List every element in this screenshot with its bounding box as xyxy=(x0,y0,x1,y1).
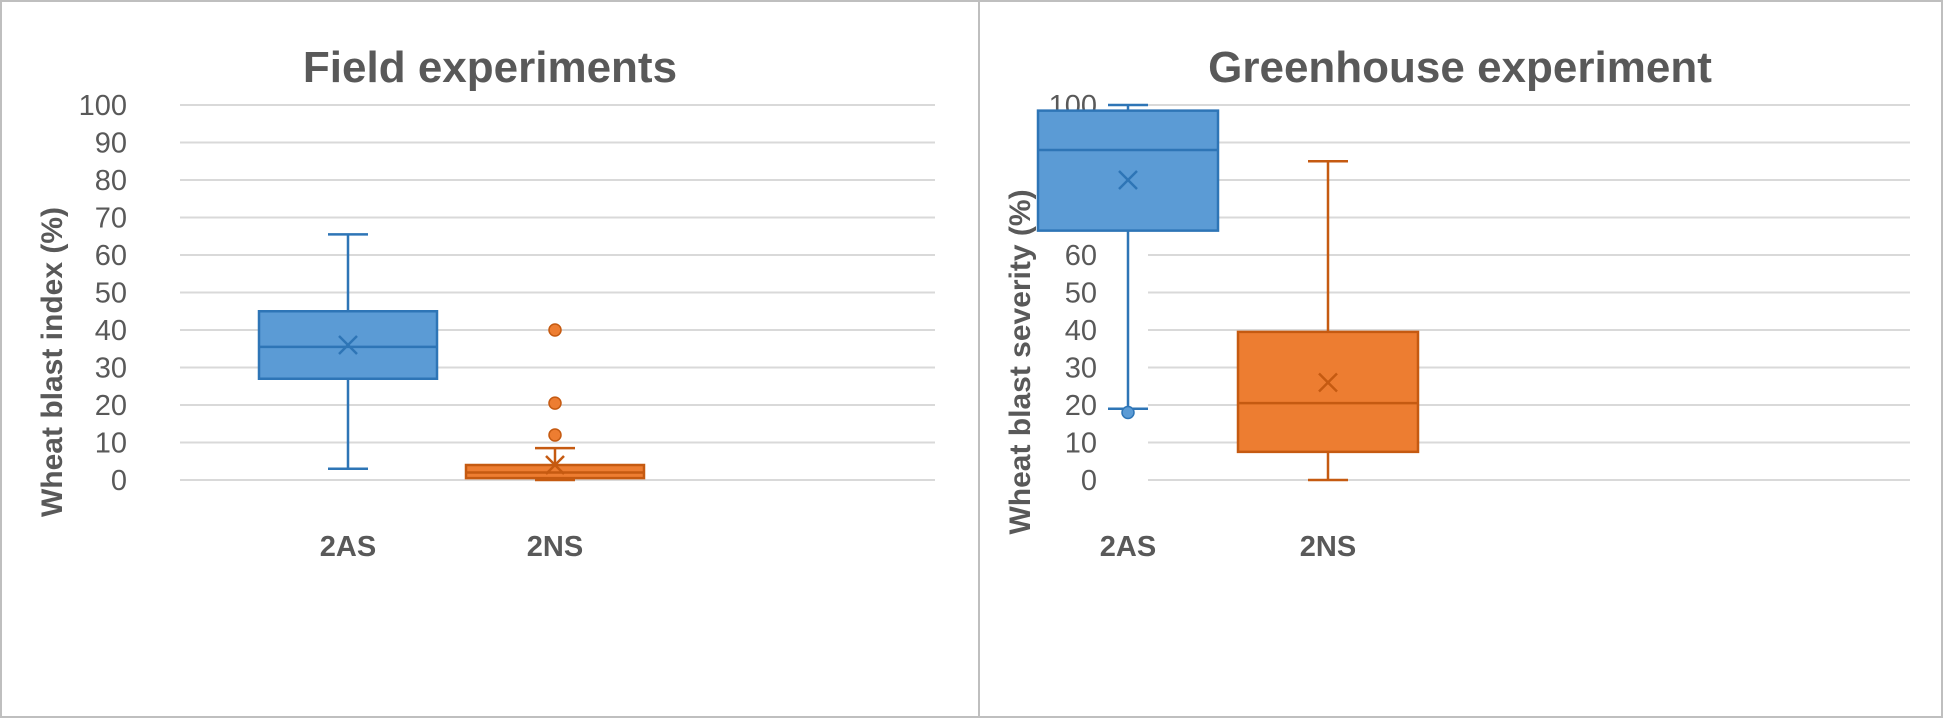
panel-field-experiments: Field experiments Wheat blast index (%) … xyxy=(0,0,980,718)
outlier-point xyxy=(1121,405,1135,420)
panel-border xyxy=(978,0,1943,718)
category-labels: 2AS 2NS xyxy=(1100,531,1356,563)
y-tick-label: 50 xyxy=(95,278,127,310)
boxes xyxy=(1036,103,1420,482)
mean-marker xyxy=(1118,170,1138,190)
y-tick-label: 10 xyxy=(95,428,127,460)
y-tick-label: 20 xyxy=(1065,390,1097,422)
iqr-box xyxy=(1236,330,1420,454)
y-tick-label: 50 xyxy=(1065,278,1097,310)
x-category-label: 2AS xyxy=(1100,531,1156,563)
y-tick-label: 60 xyxy=(1065,240,1097,272)
y-tick-label: 40 xyxy=(95,315,127,347)
panel-border xyxy=(0,0,980,718)
x-category-label: 2NS xyxy=(1300,531,1356,563)
y-tick-labels: 0 10 20 30 40 50 60 70 80 90 100 xyxy=(79,90,127,497)
y-tick-label: 30 xyxy=(1065,353,1097,385)
mean-marker xyxy=(545,455,565,475)
box-2NS xyxy=(464,323,646,482)
y-tick-label: 80 xyxy=(95,165,127,197)
box-2NS xyxy=(1236,160,1420,482)
x-category-label: 2AS xyxy=(320,531,376,563)
gridlines xyxy=(180,104,935,481)
mean-marker-stroke xyxy=(1318,372,1338,393)
boxes xyxy=(257,233,646,482)
outlier-point xyxy=(548,396,562,410)
chart-title: Greenhouse experiment xyxy=(1208,43,1712,92)
y-tick-label: 20 xyxy=(95,390,127,422)
y-tick-label: 10 xyxy=(1065,428,1097,460)
outlier-point xyxy=(548,428,562,442)
y-tick-label: 90 xyxy=(95,128,127,160)
y-tick-label: 0 xyxy=(111,465,127,497)
y-tick-label: 0 xyxy=(1081,465,1097,497)
mean-marker-stroke xyxy=(338,335,358,355)
chart-title: Field experiments xyxy=(303,43,677,92)
y-tick-label: 100 xyxy=(79,90,127,122)
y-tick-label: 60 xyxy=(95,240,127,272)
box-2AS xyxy=(257,233,439,470)
y-axis-label: Wheat blast index (%) xyxy=(36,207,69,517)
mean-marker xyxy=(338,335,358,355)
y-tick-label: 40 xyxy=(1065,315,1097,347)
category-labels: 2AS 2NS xyxy=(320,531,583,563)
x-category-label: 2NS xyxy=(527,531,583,563)
outlier-point xyxy=(548,323,562,337)
mean-marker-stroke xyxy=(1118,170,1138,190)
y-axis-label: Wheat blast severity (%) xyxy=(1004,189,1037,534)
y-tick-label: 30 xyxy=(95,353,127,385)
mean-marker-stroke xyxy=(545,455,565,475)
box-2AS xyxy=(1036,103,1220,420)
mean-marker xyxy=(1318,372,1338,393)
panel-greenhouse-experiment: Greenhouse experiment Wheat blast severi… xyxy=(978,0,1943,718)
iqr-box xyxy=(1036,109,1220,232)
y-tick-label: 70 xyxy=(95,203,127,235)
